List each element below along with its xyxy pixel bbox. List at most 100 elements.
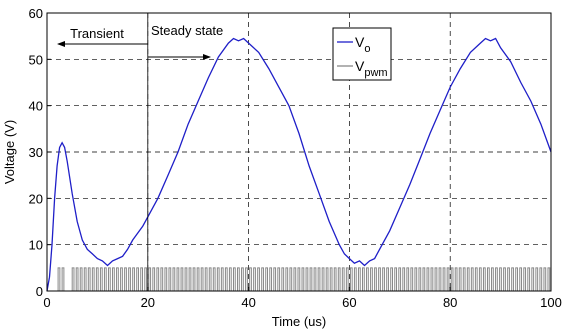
pwm-pulse: [112, 267, 115, 291]
pwm-pulse: [474, 267, 478, 291]
pwm-pulse: [107, 267, 111, 291]
pwm-pulse: [374, 267, 377, 291]
pwm-pulse: [99, 267, 103, 291]
pwm-pulse: [71, 267, 75, 291]
pwm-pulse: [261, 267, 264, 291]
pwm-pulse: [249, 267, 252, 291]
y-tick-label: 10: [29, 238, 43, 253]
pwm-pulse: [345, 267, 349, 291]
x-tick-label: 20: [141, 295, 155, 310]
pwm-pulse: [446, 267, 450, 291]
pwm-pulse: [103, 267, 107, 291]
pwm-pulse: [442, 267, 446, 291]
pwm-pulse: [486, 267, 490, 291]
pwm-pulse: [216, 267, 220, 291]
pwm-pulse: [83, 267, 87, 291]
pwm-pulse: [478, 267, 482, 291]
pwm-pulse: [87, 267, 91, 291]
annotation-transient: Transient: [70, 26, 124, 41]
pwm-pulse: [491, 267, 494, 291]
pwm-pulse: [245, 267, 248, 291]
pwm-pulse: [454, 267, 458, 291]
pwm-pulse: [301, 267, 305, 291]
pwm-pulse: [398, 267, 402, 291]
pwm-pulse: [200, 267, 204, 291]
pwm-pulse: [341, 267, 345, 291]
pwm-pulse: [184, 267, 188, 291]
pwm-pulse: [531, 267, 535, 291]
pwm-pulse: [353, 267, 357, 291]
pwm-pulse: [120, 267, 123, 291]
pwm-pulse: [160, 267, 164, 291]
y-tick-label: 30: [29, 145, 43, 160]
pwm-pulse: [362, 267, 365, 291]
legend: Vo Vpwm: [332, 27, 392, 81]
pwm-pulse: [535, 267, 539, 291]
pwm-pulse: [515, 267, 518, 291]
pwm-pulse: [237, 267, 240, 291]
pwm-pulse: [281, 267, 285, 291]
pwm-pulse: [382, 267, 385, 291]
y-axis-label: Voltage (V): [2, 120, 17, 184]
pwm-pulse: [285, 267, 289, 291]
x-tick-label: 60: [342, 295, 356, 310]
pwm-pulse: [164, 267, 168, 291]
pwm-pulse: [220, 267, 224, 291]
pwm-pulse: [176, 267, 180, 291]
y-tick-label: 50: [29, 52, 43, 67]
pwm-pulse: [390, 267, 393, 291]
pwm-pulse: [269, 267, 273, 291]
pwm-pulse: [232, 267, 236, 291]
pwm-pulse: [547, 267, 551, 291]
pwm-pulse: [180, 267, 184, 291]
pwm-pulse: [75, 267, 79, 291]
pwm-pulse: [277, 267, 281, 291]
pwm-pulse: [466, 267, 470, 291]
pwm-pulse: [422, 267, 426, 291]
pwm-pulse: [503, 267, 506, 291]
pwm-pulse: [402, 267, 406, 291]
pwm-pulse: [208, 267, 212, 291]
pwm-pulse: [507, 267, 510, 291]
pwm-pulse: [140, 267, 144, 291]
y-tick-label: 40: [29, 99, 43, 114]
pwm-pulse: [132, 267, 135, 291]
pwm-pulse: [418, 267, 422, 291]
pwm-pulse: [168, 267, 172, 291]
pwm-pulse: [495, 267, 498, 291]
x-tick-label: 40: [241, 295, 255, 310]
pwm-pulse: [224, 267, 228, 291]
pwm-pulse: [136, 267, 139, 291]
pwm-pulse: [470, 267, 474, 291]
pwm-pulse: [128, 267, 131, 291]
pwm-pulse: [212, 267, 216, 291]
pwm-pulse: [499, 267, 502, 291]
pwm-pulse: [257, 267, 260, 291]
y-tick-label: 0: [36, 284, 43, 299]
annotations: Transient Steady state: [57, 23, 223, 60]
pwm-pulse: [394, 267, 398, 291]
pwm-pulse: [519, 267, 523, 291]
pwm-pulse: [333, 267, 337, 291]
pwm-pulse: [430, 267, 434, 291]
pwm-pulse: [410, 267, 414, 291]
legend-label: Vpwm: [355, 58, 388, 79]
pwm-pulse: [414, 267, 418, 291]
pwm-pulse: [192, 267, 196, 291]
pwm-series: [57, 267, 551, 291]
pwm-pulse: [482, 267, 486, 291]
annotation-steady-state: Steady state: [151, 23, 223, 38]
pwm-pulse: [79, 267, 83, 291]
pwm-pulse: [305, 267, 309, 291]
pwm-pulse: [313, 267, 317, 291]
pwm-pulse: [543, 267, 547, 291]
pwm-pulse: [156, 267, 160, 291]
pwm-pulse: [438, 267, 442, 291]
pwm-pulse: [188, 267, 192, 291]
y-tick-label: 20: [29, 191, 43, 206]
pwm-pulse: [462, 267, 466, 291]
pwm-pulse: [523, 267, 527, 291]
pwm-pulse: [148, 267, 152, 291]
